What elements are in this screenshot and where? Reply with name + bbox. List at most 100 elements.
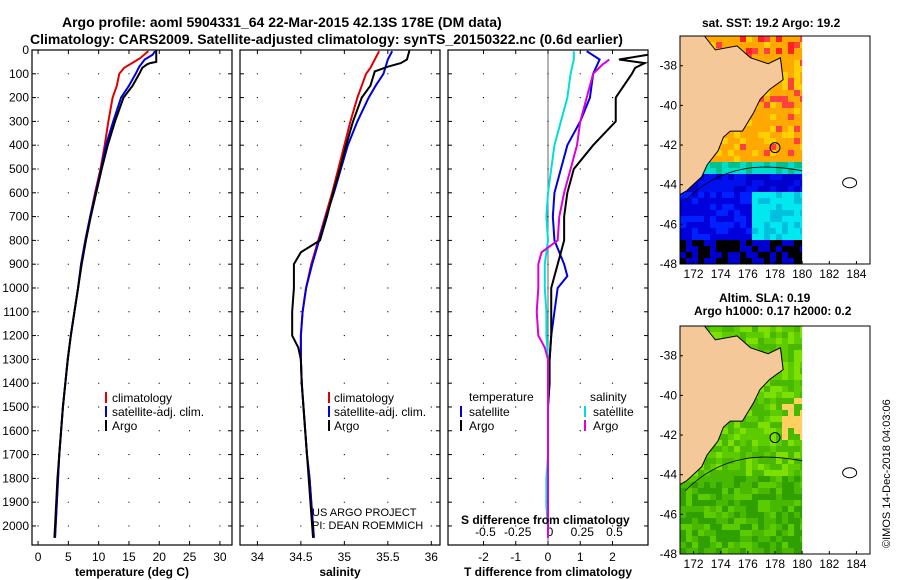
map-cell: [782, 446, 788, 452]
x-tick-label: 2: [609, 550, 616, 564]
map-cell: [788, 428, 794, 434]
map-cell: [776, 542, 782, 548]
map-cell: [716, 488, 722, 494]
grid-dot: [219, 477, 221, 479]
grid-dot: [343, 120, 345, 122]
legend-swatch-climatology: [328, 392, 330, 403]
map-cell: [788, 356, 794, 362]
map-cell: [782, 422, 788, 428]
map-cell: [788, 96, 794, 102]
grid-dot: [579, 311, 581, 313]
map-cell: [764, 180, 770, 186]
map-cell: [776, 132, 782, 138]
map-cell: [704, 234, 710, 240]
y-tick-label: 400: [9, 138, 29, 152]
longitude-tick-label: 178: [765, 267, 785, 281]
grid-dot: [579, 215, 581, 218]
map-cell: [680, 258, 686, 264]
grid-dot: [579, 525, 581, 527]
grid-dot: [300, 263, 302, 265]
grid-dot: [37, 192, 39, 194]
map-cell: [794, 84, 800, 90]
grid-dot: [98, 263, 100, 265]
map-cell: [770, 246, 776, 252]
latitude-tick-label: -40: [660, 388, 678, 402]
map-cell: [686, 252, 692, 258]
map-cell: [752, 252, 758, 258]
longitude-tick-label: 176: [738, 557, 758, 571]
grid-dot: [98, 406, 100, 408]
map-cell: [686, 524, 692, 530]
map-cell: [740, 452, 746, 458]
map-cell: [794, 168, 800, 174]
map-cell: [740, 222, 746, 228]
map-cell: [698, 192, 704, 198]
map-cell: [764, 482, 770, 488]
map-cell: [680, 500, 686, 506]
grid-dot: [158, 525, 160, 527]
map-cell: [752, 132, 758, 138]
map-cell: [704, 228, 710, 234]
grid-dot: [256, 525, 258, 527]
map-cell: [776, 96, 782, 102]
grid-dot: [219, 501, 221, 503]
grid-dot: [579, 477, 581, 479]
map-cell: [758, 150, 764, 156]
map-cell: [716, 258, 722, 264]
map-cell: [764, 222, 770, 228]
map-cell: [776, 90, 782, 96]
map-cell: [758, 192, 764, 198]
map-cell: [728, 144, 734, 150]
map-cell: [782, 246, 788, 252]
grid-dot: [611, 263, 614, 265]
grid-dot: [128, 453, 130, 456]
map-cell: [752, 150, 758, 156]
map-cell: [716, 234, 722, 240]
map-cell: [752, 512, 758, 518]
map-cell: [752, 246, 758, 252]
map-cell: [728, 470, 734, 476]
map-cell: [788, 344, 794, 350]
grid-dot: [343, 382, 345, 384]
map-cell: [716, 440, 722, 446]
map-cell: [764, 344, 770, 350]
grid-dot: [188, 430, 191, 432]
map-cell: [698, 252, 704, 258]
map-cell: [758, 434, 764, 440]
map-cell: [794, 506, 800, 512]
grid-dot: [387, 263, 389, 265]
map-cell: [722, 452, 728, 458]
map-cell: [728, 518, 734, 524]
map-cell: [734, 234, 740, 240]
grid-dot: [219, 144, 221, 146]
grid-dot: [256, 168, 258, 170]
map-cell: [710, 42, 716, 48]
grid-dot: [188, 287, 191, 289]
map-cell: [710, 452, 716, 458]
x-tick-label: 34: [251, 550, 265, 564]
grid-dot: [482, 120, 485, 122]
map-cell: [776, 192, 782, 198]
series-line: [291, 49, 411, 538]
map-cell: [776, 332, 782, 338]
grid-dot: [300, 215, 302, 218]
map-cell: [734, 470, 740, 476]
map-cell: [710, 326, 716, 332]
map-cell: [782, 174, 788, 180]
map-cell: [788, 144, 794, 150]
map-cell: [704, 246, 710, 252]
grid-dot: [515, 406, 517, 408]
grid-dot: [611, 453, 614, 456]
grid-dot: [256, 358, 258, 360]
grid-dot: [515, 501, 517, 503]
grid-dot: [387, 382, 389, 384]
map-cell: [788, 234, 794, 240]
map-cell: [746, 434, 752, 440]
map-cell: [716, 168, 722, 174]
map-cell: [752, 548, 758, 554]
map-cell: [698, 494, 704, 500]
map-cell: [782, 464, 788, 470]
map-cell: [758, 416, 764, 422]
grid-dot: [188, 215, 191, 218]
map-cell: [788, 54, 794, 60]
